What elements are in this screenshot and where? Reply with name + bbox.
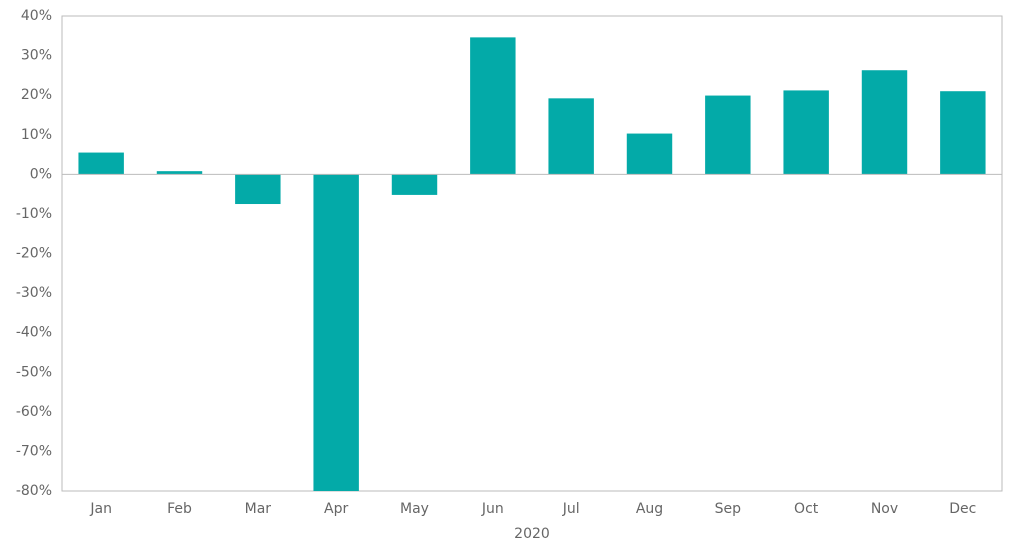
bar <box>626 133 673 175</box>
x-tick-label: Oct <box>794 501 819 517</box>
y-tick-label: -10% <box>16 206 52 222</box>
plot-frame <box>61 15 1003 492</box>
y-tick-label: -20% <box>16 246 52 262</box>
bar <box>705 95 751 175</box>
bar <box>313 174 359 492</box>
x-tick-label: Sep <box>715 501 742 517</box>
bar <box>940 91 986 175</box>
bar <box>78 152 124 175</box>
x-tick-label: Dec <box>949 501 976 517</box>
y-tick-label: -60% <box>16 404 52 420</box>
bar <box>156 171 203 175</box>
x-tick-label: Aug <box>636 501 663 517</box>
x-tick-label: Jun <box>481 501 504 517</box>
x-tick-label: Jul <box>562 501 580 517</box>
y-tick-label: -50% <box>16 364 52 380</box>
y-tick-label: 10% <box>21 127 52 143</box>
x-tick-label: Feb <box>167 501 192 517</box>
y-tick-label: 20% <box>21 87 52 103</box>
x-tick-label: Apr <box>324 501 348 517</box>
x-tick-label: Mar <box>245 501 272 517</box>
x-axis-title: 2020 <box>514 526 550 542</box>
x-tick-label: Jan <box>89 501 112 517</box>
bar <box>861 70 908 175</box>
y-tick-label: 0% <box>30 166 52 182</box>
y-tick-label: -30% <box>16 285 52 301</box>
x-tick-label: May <box>400 501 429 517</box>
y-tick-label: 30% <box>21 48 52 64</box>
y-tick-label: -40% <box>16 325 52 341</box>
y-tick-label: -70% <box>16 443 52 459</box>
x-tick-label: Nov <box>871 501 898 517</box>
bar <box>391 174 438 195</box>
bar <box>235 174 281 205</box>
bar <box>470 37 516 175</box>
bar <box>548 98 594 175</box>
bar <box>783 90 829 175</box>
y-tick-label: -80% <box>16 483 52 499</box>
y-tick-label: 40% <box>21 8 52 24</box>
